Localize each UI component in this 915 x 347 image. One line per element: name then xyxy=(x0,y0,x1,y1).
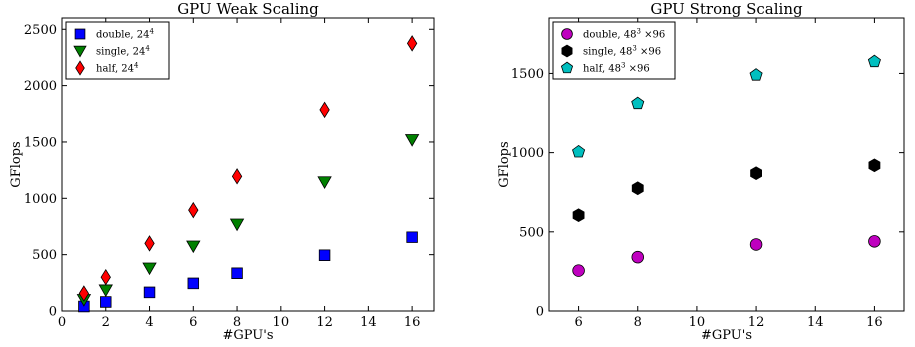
x-tick-label: 10 xyxy=(273,315,290,330)
x-tick-label: 8 xyxy=(634,315,642,330)
data-point xyxy=(868,158,881,173)
plot-frame xyxy=(548,17,905,312)
y-tick-label: 2000 xyxy=(24,79,57,94)
data-point xyxy=(319,101,330,119)
data-point xyxy=(78,285,90,302)
data-point xyxy=(144,235,155,252)
data-point xyxy=(406,35,418,52)
chart-title: GPU Weak Scaling xyxy=(177,0,319,18)
data-point xyxy=(231,168,243,185)
legend-label: single, 244 xyxy=(96,45,150,58)
series-diamond xyxy=(78,35,418,302)
y-tick-label: 0 xyxy=(49,305,57,320)
data-point xyxy=(186,240,201,254)
x-tick-label: 14 xyxy=(807,315,824,330)
series-triangle-down xyxy=(76,134,420,307)
x-tick-label: 6 xyxy=(574,315,582,330)
legend-marker xyxy=(560,61,574,74)
x-tick-label: 12 xyxy=(316,315,333,330)
data-point xyxy=(867,54,881,68)
y-tick-label: 2500 xyxy=(24,23,57,38)
x-tick-label: 0 xyxy=(58,315,66,330)
data-point xyxy=(231,267,243,279)
legend-marker xyxy=(73,45,87,58)
data-point xyxy=(749,238,763,251)
data-point xyxy=(572,264,585,277)
plot-frame xyxy=(61,17,435,312)
legend-marker xyxy=(75,60,85,76)
y-tick-label: 1000 xyxy=(24,192,57,207)
legend-label: half, 483 ×96 xyxy=(583,62,650,75)
y-tick-label: 500 xyxy=(32,248,57,263)
strong-scaling-chart: GPU Strong Scaling 6 8 10 12 14 16 0 500 1000 1500… xyxy=(497,0,905,343)
x-tick-label: 16 xyxy=(866,315,883,330)
y-tick-label: 1000 xyxy=(511,146,544,161)
legend: double, 483 ×96 single, 483 ×96 half, 483 … xyxy=(552,21,676,80)
data-point xyxy=(317,176,332,189)
x-tick-label: 6 xyxy=(189,315,197,330)
y-tick-label: 1500 xyxy=(24,135,57,150)
x-tick-label: 4 xyxy=(145,315,153,330)
data-point xyxy=(100,268,111,286)
series-pentagon xyxy=(572,54,881,158)
weak-scaling-chart: GPU Weak Scaling 0 2 4 6 8 10 12 14 16 0 500 1000 150… xyxy=(9,0,435,343)
x-axis-label: #GPU's xyxy=(223,328,274,343)
data-point xyxy=(750,166,762,181)
data-point xyxy=(572,208,585,223)
x-axis-label: #GPU's xyxy=(701,328,752,343)
legend-label: double, 244 xyxy=(96,28,154,41)
y-axis-label: GFlops xyxy=(9,141,24,187)
legend-marker xyxy=(561,44,573,58)
legend-label: double, 483 ×96 xyxy=(583,28,665,41)
x-tick-label: 8 xyxy=(233,315,241,330)
series-hexagon xyxy=(572,158,881,223)
data-point xyxy=(868,235,881,248)
legend-label: half, 244 xyxy=(96,62,139,75)
data-point xyxy=(572,144,586,158)
series-circle xyxy=(572,235,881,277)
x-tick-label: 16 xyxy=(404,315,421,330)
series-square xyxy=(78,231,418,313)
x-tick-label: 2 xyxy=(102,315,110,330)
data-point xyxy=(142,262,157,276)
legend-label: single, 483 ×96 xyxy=(583,45,661,58)
data-point xyxy=(631,250,645,264)
y-axis-label: GFlops xyxy=(497,141,512,187)
data-point xyxy=(318,249,331,261)
data-point xyxy=(143,286,156,299)
x-tick-label: 10 xyxy=(689,315,706,330)
y-tick-label: 500 xyxy=(519,225,544,240)
data-point xyxy=(229,218,245,232)
legend-box xyxy=(552,21,676,80)
data-point xyxy=(749,68,763,81)
y-tick-label: 0 xyxy=(536,305,544,320)
legend: double, 244 single, 244 half, 244 xyxy=(65,21,170,80)
data-point xyxy=(100,296,112,308)
legend-marker xyxy=(561,28,573,40)
chart-title: GPU Strong Scaling xyxy=(650,0,803,18)
data-point xyxy=(404,134,420,147)
data-point xyxy=(187,277,200,290)
data-point xyxy=(98,284,113,298)
y-tick-label: 1500 xyxy=(511,67,544,82)
legend-marker xyxy=(74,28,86,40)
data-point xyxy=(631,181,644,196)
data-point xyxy=(631,96,645,110)
x-tick-label: 14 xyxy=(360,315,377,330)
x-tick-label: 12 xyxy=(748,315,765,330)
data-point xyxy=(406,231,418,243)
data-point xyxy=(188,201,199,219)
